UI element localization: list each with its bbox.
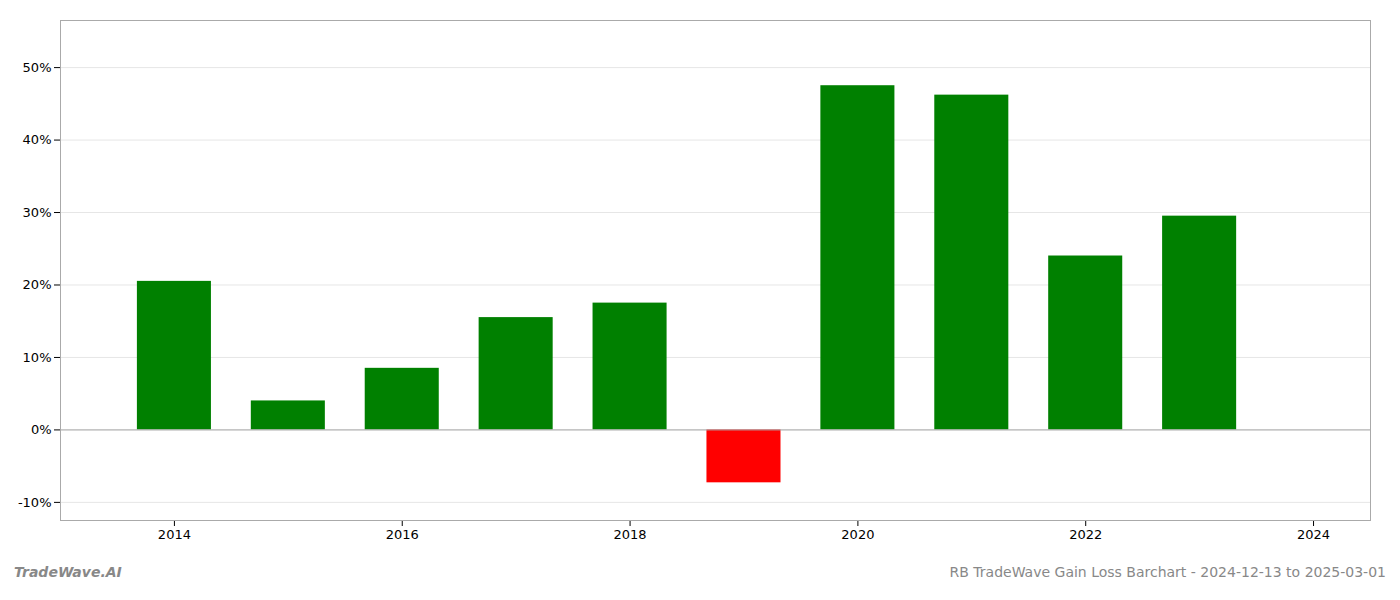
- svg-text:0%: 0%: [31, 422, 52, 437]
- svg-text:10%: 10%: [23, 350, 52, 365]
- svg-text:20%: 20%: [23, 277, 52, 292]
- html-text:RB TradeWave Gain Loss Barchar: RB TradeWave Gain Loss Barchart - 2024-1…: [949, 564, 1386, 580]
- svg-text:2024: 2024: [1297, 527, 1330, 542]
- svg-text:2018: 2018: [614, 527, 647, 542]
- svg-text:40%: 40%: [23, 132, 52, 147]
- svg-text:2016: 2016: [386, 527, 419, 542]
- svg-text:2022: 2022: [1069, 527, 1102, 542]
- svg-text:50%: 50%: [23, 60, 52, 75]
- svg-text:30%: 30%: [23, 205, 52, 220]
- svg-text:2014: 2014: [158, 527, 191, 542]
- svg-text:2020: 2020: [841, 527, 874, 542]
- svg-text:-10%: -10%: [18, 495, 52, 510]
- html-text:TradeWave.AI: TradeWave.AI: [14, 564, 122, 580]
